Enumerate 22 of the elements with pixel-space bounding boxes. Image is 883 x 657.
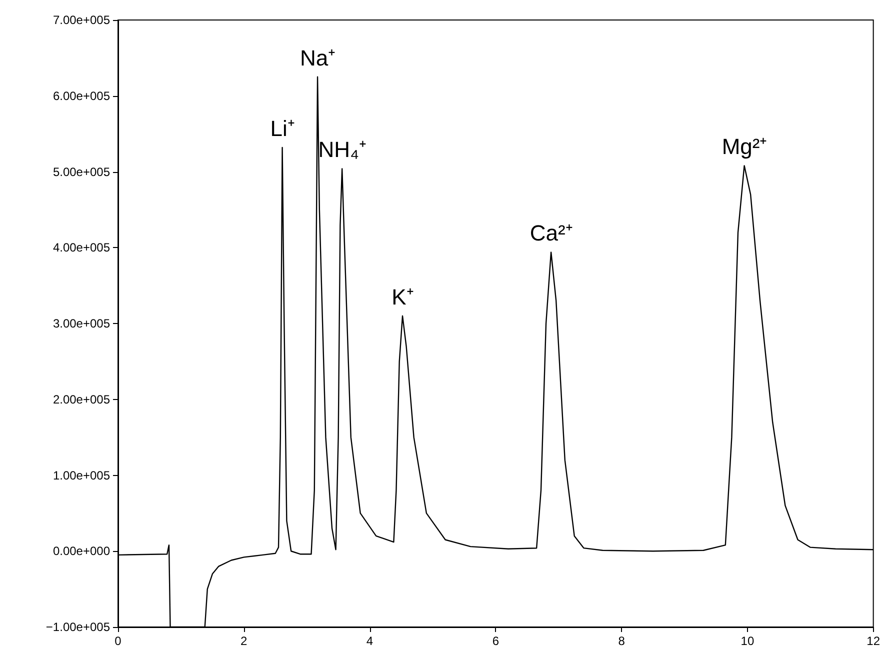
y-tick-label: 1.00e+005 [52,468,110,482]
annotation: Na⁺ [300,45,336,70]
y-tick-label: 5.00e+005 [52,164,110,179]
y-tick-label: −1.00e+005 [46,620,110,634]
annotation: K⁺ [392,284,414,310]
x-tick-label: 2 [240,634,248,648]
y-tick-label: 7.00e+005 [52,13,110,27]
y-tick-label: 0.00e+000 [52,544,110,558]
y-tick-label: 3.00e+005 [52,316,110,330]
y-tick-label: 4.00e+005 [52,240,110,255]
annotation: Li⁺ [270,116,294,141]
annotation: NH₄⁺ [318,137,366,162]
x-tick-label: 10 [740,634,754,648]
x-tick-label: 4 [366,634,374,648]
x-tick-label: 12 [866,634,880,648]
x-tick-label: 0 [114,634,122,648]
y-tick-label: 6.00e+005 [52,88,110,103]
y-tick-label: 2.00e+005 [52,392,110,406]
annotation: Ca²⁺ [530,220,572,246]
annotation: Mg²⁺ [722,134,767,160]
x-tick-label: 8 [618,634,626,648]
x-tick-label: 6 [492,634,500,648]
